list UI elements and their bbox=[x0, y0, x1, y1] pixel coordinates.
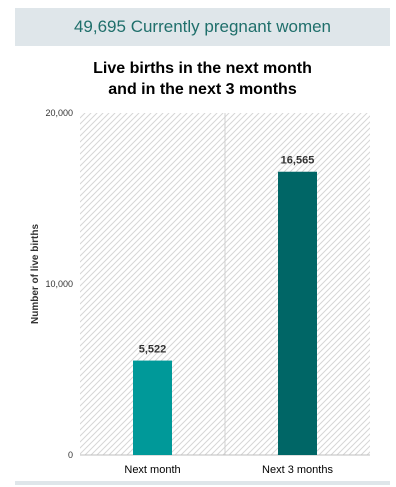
chart-title-line-2: and in the next 3 months bbox=[108, 81, 297, 98]
bar-2 bbox=[278, 171, 317, 455]
summary-banner: 49,695 Currently pregnant women bbox=[15, 8, 390, 46]
y-tick-label: 0 bbox=[68, 450, 73, 460]
data-label: 16,565 bbox=[281, 155, 315, 167]
bottom-divider bbox=[15, 481, 390, 485]
y-tick-label: 20,000 bbox=[45, 108, 73, 118]
y-tick-label: 10,000 bbox=[45, 279, 73, 289]
x-tick-label: Next month bbox=[124, 464, 180, 476]
y-axis-label: Number of live births bbox=[30, 224, 41, 324]
x-tick-label: Next 3 months bbox=[262, 464, 333, 476]
chart-title: Live births in the next month and in the… bbox=[15, 58, 390, 100]
bar-1 bbox=[133, 360, 172, 455]
banner-text: 49,695 Currently pregnant women bbox=[73, 17, 332, 36]
chart-title-line-1: Live births in the next month bbox=[93, 60, 312, 77]
data-label: 5,522 bbox=[139, 344, 167, 356]
